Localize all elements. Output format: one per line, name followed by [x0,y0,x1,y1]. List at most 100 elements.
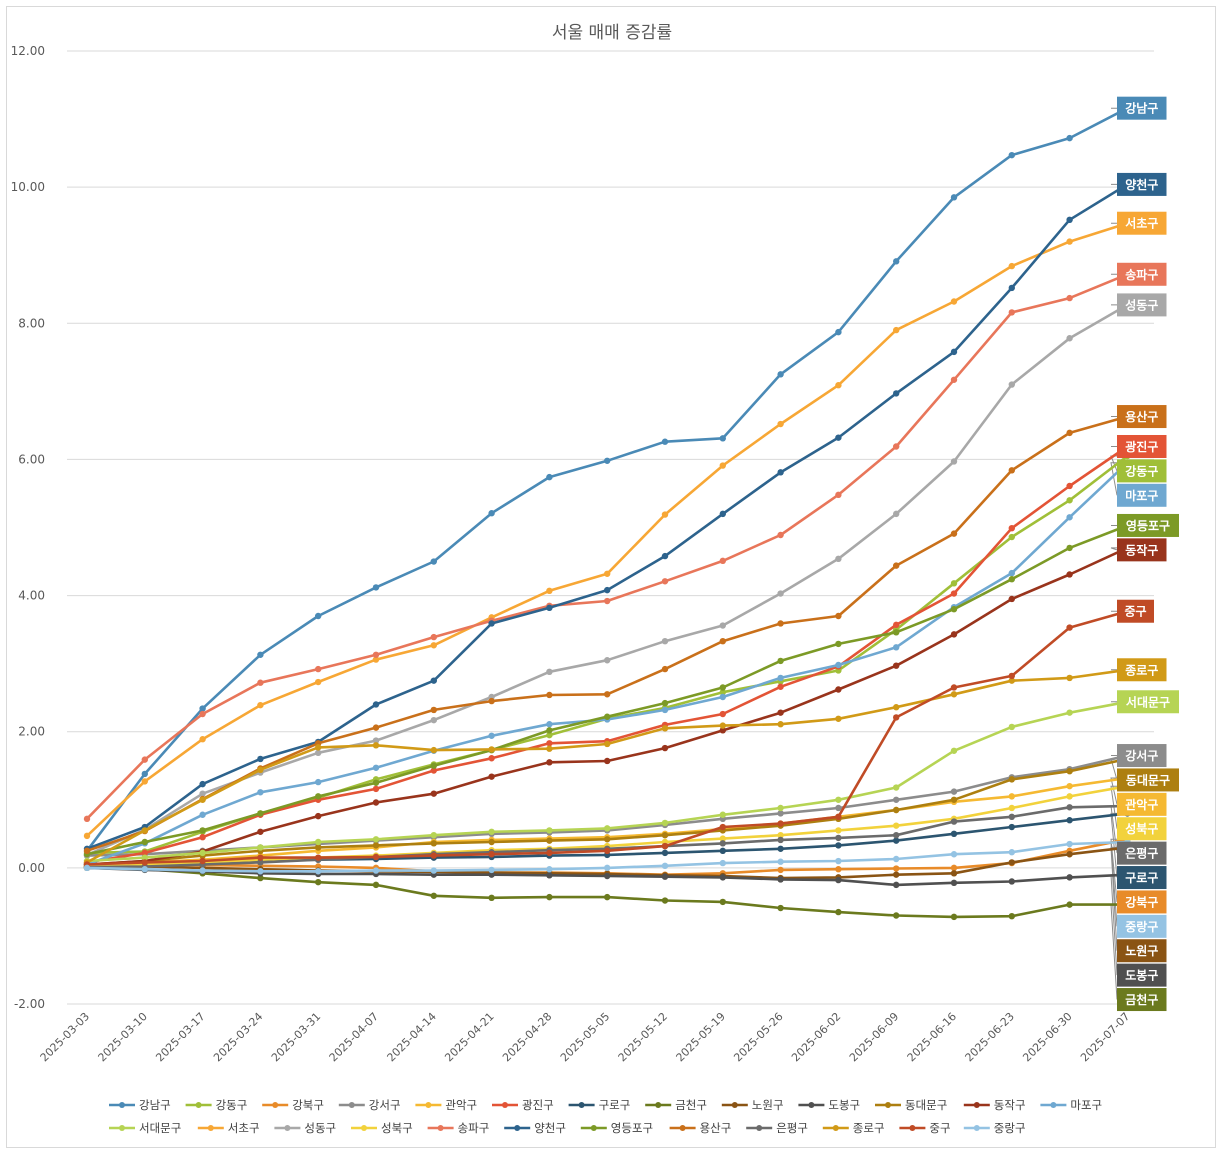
x-tick-label: 2025-03-10 [96,1010,150,1064]
data-point [546,727,553,734]
data-point [199,834,206,841]
data-point [1066,793,1073,800]
data-point [777,866,784,874]
data-point [141,859,148,866]
end-label-text: 구로구 [1125,871,1158,885]
data-point [315,744,322,751]
data-point [950,684,958,691]
x-tick-label: 2025-03-17 [153,1010,207,1064]
data-point [604,872,611,880]
data-point [661,842,669,850]
data-point [372,853,380,861]
legend-item: 동작구 [963,1098,1026,1112]
x-tick-label: 2025-05-19 [674,1010,728,1064]
data-point [950,376,958,383]
x-tick-label: 2025-07-07 [1078,1010,1132,1064]
data-point [835,491,842,499]
data-point [546,721,553,728]
legend-item: 중구 [899,1121,951,1135]
data-point [257,810,264,817]
data-point [893,644,900,651]
legend-label: 송파구 [458,1121,490,1135]
data-point [199,710,206,718]
data-point [950,590,958,597]
legend-label: 강북구 [292,1098,324,1112]
data-point [430,840,437,847]
end-label-box [1117,963,1167,987]
end-label-text: 종로구 [1125,663,1158,677]
data-point [257,859,264,866]
legend-item: 관악구 [415,1098,477,1112]
data-point [893,912,900,919]
data-point [372,842,380,849]
data-point [488,773,495,780]
x-tick-label: 2025-06-09 [847,1010,901,1064]
end-label: 마포구 [1117,483,1167,507]
data-point [719,835,726,842]
data-point [546,731,553,739]
data-point [199,736,206,743]
data-point [1008,576,1015,583]
data-point [546,740,553,747]
data-point [488,866,495,874]
series-24 [83,608,1131,868]
data-point [315,868,322,875]
legend-item: 성북구 [351,1121,413,1135]
end-label-text: 양천구 [1125,177,1158,192]
series-12 [83,544,1131,868]
legend-item: 영등포구 [580,1121,653,1135]
data-point [950,194,958,201]
data-point [1008,859,1015,866]
data-point [141,770,148,778]
data-point [141,778,148,785]
data-point [661,831,669,839]
legend-item: 용산구 [669,1121,731,1135]
data-point [835,857,842,865]
legend-marker [578,1102,585,1108]
data-point [835,612,842,620]
data-point [1066,851,1073,858]
data-point [546,827,553,834]
data-point [1008,524,1015,532]
x-tick-label: 2025-06-16 [905,1010,959,1064]
data-point [893,714,900,721]
data-point [546,668,553,676]
data-point [835,640,842,648]
data-point [835,804,842,812]
data-point [315,812,322,820]
data-point [546,866,553,873]
data-point [835,842,842,849]
data-point [777,683,784,690]
data-point [777,657,784,665]
x-tick-label: 2025-03-24 [211,1010,265,1064]
legend-label: 강동구 [216,1098,248,1112]
data-point [430,831,437,839]
data-point [372,724,380,731]
data-point [199,827,206,834]
end-label: 성북구 [1117,817,1167,841]
data-point [950,788,958,795]
legend-marker [361,1125,367,1131]
legend-item: 성동구 [274,1121,336,1135]
data-point [315,665,322,673]
data-point [950,691,958,698]
data-point [950,870,958,877]
legend: 강남구 강동구 강북구 강서구 관악구 광진구 구로구 금천구 노원구 도봉구 동대문구 동작구 마포구… [109,1098,1102,1135]
data-point [777,721,784,728]
y-tick-label: 2.00 [18,725,45,739]
end-label: 구로구 [1117,866,1167,890]
data-point [777,371,784,378]
data-point [1008,677,1015,684]
data-point [893,871,900,878]
data-point [141,849,148,857]
data-point [777,590,784,597]
end-label-text: 관악구 [1125,797,1158,812]
end-label: 강서구 [1117,744,1167,768]
data-point [430,716,437,724]
legend-marker [119,1102,125,1108]
data-point [315,612,322,620]
end-label: 강북구 [1117,890,1167,914]
end-label-box [1117,459,1167,483]
data-point [199,780,206,788]
data-point [430,892,437,899]
